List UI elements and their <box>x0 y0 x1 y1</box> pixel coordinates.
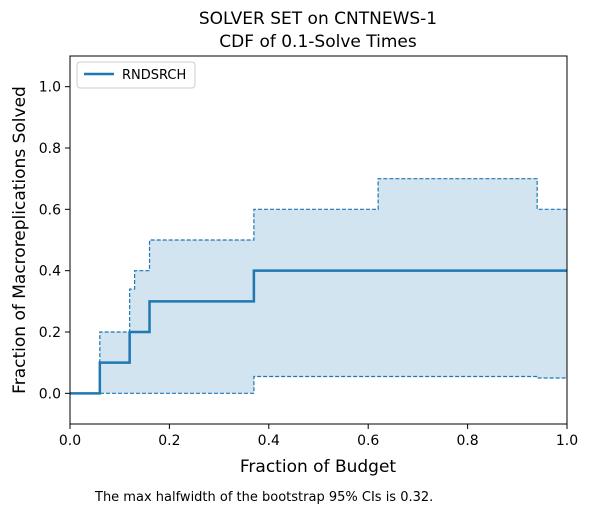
x-tick-label: 0.4 <box>258 433 280 449</box>
x-axis-ticks: 0.0 0.2 0.4 0.6 0.8 1.0 <box>59 424 578 449</box>
ci-band-0 <box>70 178 567 394</box>
plot-area <box>70 178 567 395</box>
legend-label-rndsrch: RNDSRCH <box>122 68 186 83</box>
y-tick-label: 1.0 <box>39 80 61 96</box>
axes-frame <box>69 55 568 425</box>
y-tick-label: 0.6 <box>39 202 61 218</box>
y-axis-ticks: 0.0 0.2 0.4 0.6 0.8 1.0 <box>39 80 70 402</box>
legend: RNDSRCH <box>76 61 196 89</box>
x-tick-label: 1.0 <box>556 433 578 449</box>
ci-upper-line-0 <box>70 178 567 394</box>
x-tick-label: 0.2 <box>158 433 180 449</box>
y-tick-label: 0.8 <box>39 141 61 157</box>
chart-title-line2: CDF of 0.1-Solve Times <box>219 32 417 52</box>
ci-lower-line-0 <box>70 375 567 394</box>
series-line-0 <box>70 269 567 395</box>
x-tick-label: 0.6 <box>357 433 379 449</box>
chart-title-line1: SOLVER SET on CNTNEWS-1 <box>199 9 437 29</box>
y-axis-label: Fraction of Macroreplications Solved <box>10 86 30 394</box>
y-tick-label: 0.2 <box>39 325 61 341</box>
y-tick-label: 0.4 <box>39 264 61 280</box>
footnote: The max halfwidth of the bootstrap 95% C… <box>94 490 433 505</box>
y-tick-label: 0.0 <box>39 386 61 402</box>
legend-box <box>76 61 196 89</box>
x-tick-label: 0.0 <box>59 433 81 449</box>
x-tick-label: 0.8 <box>456 433 478 449</box>
x-axis-label: Fraction of Budget <box>240 457 397 477</box>
